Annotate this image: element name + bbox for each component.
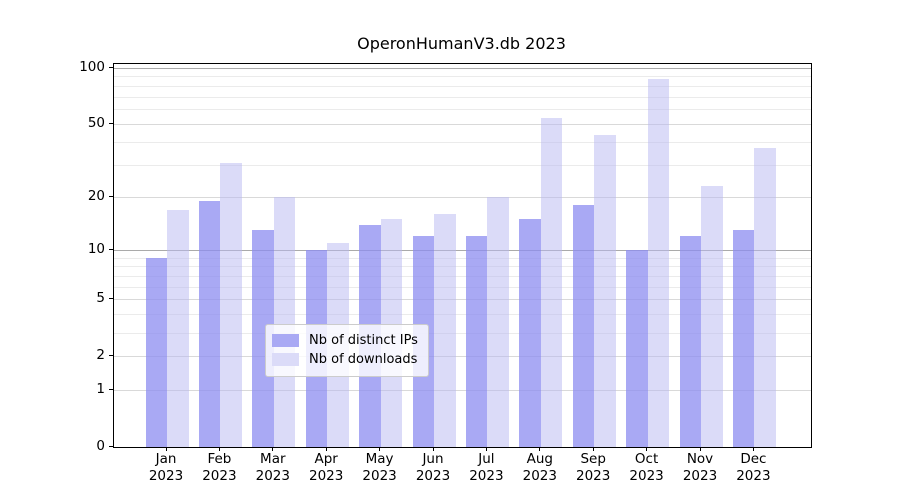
x-tick-label: Mar 2023 (255, 451, 290, 484)
gridline (114, 356, 811, 358)
bar (198, 201, 221, 447)
x-tick-mark (699, 447, 701, 451)
y-tick-mark (109, 122, 113, 124)
x-tick-mark (539, 447, 541, 451)
gridline (114, 299, 811, 301)
bar (145, 258, 167, 447)
bar (487, 197, 509, 447)
legend-item-downloads: Nb of downloads (272, 350, 418, 369)
gridline (114, 196, 811, 198)
x-tick-label: Sep 2023 (576, 451, 611, 484)
gridline (114, 314, 811, 316)
y-tick-label: 0 (96, 437, 105, 454)
gridline (114, 67, 811, 69)
legend-swatch-distinct-ips (272, 334, 299, 347)
legend-label: Nb of distinct IPs (309, 333, 418, 348)
bar (465, 236, 488, 447)
chart-title: OperonHumanV3.db 2023 (357, 34, 566, 53)
bar (434, 214, 456, 447)
x-tick-mark (272, 447, 274, 451)
gridline (114, 141, 811, 143)
legend-item-distinct-ips: Nb of distinct IPs (272, 331, 418, 350)
bar (647, 78, 670, 447)
gridline (114, 76, 811, 78)
x-tick-label: Feb 2023 (202, 451, 237, 484)
x-tick-label: Jun 2023 (415, 451, 451, 484)
y-tick-label: 100 (79, 58, 105, 75)
y-tick-label: 1 (96, 380, 105, 397)
gridline (114, 275, 811, 277)
bar (540, 118, 563, 447)
x-tick-label: Oct 2023 (629, 451, 664, 484)
y-tick-label: 20 (87, 187, 105, 204)
gridline (114, 123, 811, 125)
legend-swatch-downloads (272, 353, 299, 366)
x-tick-mark (752, 447, 754, 451)
gridline (114, 85, 811, 87)
bar (220, 162, 242, 447)
x-tick-label: Jan 2023 (148, 451, 184, 484)
bar (732, 230, 755, 447)
x-tick-label: Jul 2023 (469, 451, 504, 484)
gridline (114, 109, 811, 111)
bar (626, 250, 648, 447)
x-tick-label: Apr 2023 (309, 451, 344, 484)
bar (594, 134, 616, 447)
x-tick-mark (325, 447, 327, 451)
gridline (114, 257, 811, 259)
y-tick-label: 5 (96, 290, 105, 307)
x-tick-mark (646, 447, 648, 451)
y-tick-mark (109, 66, 113, 68)
y-tick-mark (109, 195, 113, 197)
plot-area (113, 63, 812, 448)
y-tick-label: 2 (96, 347, 105, 364)
x-tick-mark (218, 447, 220, 451)
y-tick-label: 10 (87, 240, 105, 257)
x-tick-mark (432, 447, 434, 451)
bar (273, 197, 296, 447)
x-tick-label: Dec 2023 (736, 451, 771, 484)
legend: Nb of distinct IPs Nb of downloads (265, 324, 429, 377)
y-tick-mark (109, 355, 113, 357)
bar (519, 219, 541, 447)
bar (754, 148, 776, 447)
y-tick-mark (109, 445, 113, 447)
y-tick-mark (109, 298, 113, 300)
bar (679, 236, 701, 447)
gridline (114, 164, 811, 166)
gridline (114, 286, 811, 288)
x-tick-label: Nov 2023 (682, 451, 718, 484)
bar (701, 186, 723, 447)
legend-label: Nb of downloads (309, 352, 418, 367)
gridline (114, 266, 811, 268)
x-tick-label: May 2023 (362, 451, 397, 484)
x-tick-mark (592, 447, 594, 451)
bar (252, 230, 274, 447)
x-tick-mark (485, 447, 487, 451)
y-tick-label: 50 (87, 114, 105, 131)
y-tick-mark (109, 248, 113, 250)
gridline (114, 96, 811, 98)
bar (572, 205, 595, 447)
y-tick-mark (109, 388, 113, 390)
bar (167, 209, 189, 447)
gridline (114, 332, 811, 334)
gridline (114, 249, 811, 251)
x-tick-label: Aug 2023 (522, 451, 557, 484)
x-tick-mark (379, 447, 381, 451)
x-tick-mark (165, 447, 167, 451)
gridline (114, 389, 811, 391)
